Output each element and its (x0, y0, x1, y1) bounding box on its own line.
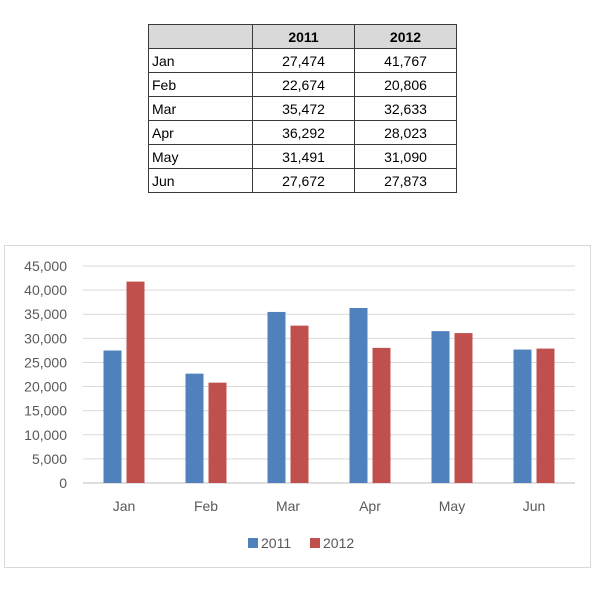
table-cell-month: Mar (148, 96, 253, 121)
bar-2011-jun (513, 349, 532, 483)
legend-label-2011: 2011 (261, 535, 291, 551)
table-cell-2012: 27,873 (354, 168, 457, 193)
x-tick-label: Feb (194, 498, 218, 514)
table-cell-2011: 36,292 (252, 120, 355, 145)
table-cell-2011: 31,491 (252, 144, 355, 169)
bar-2012-mar (290, 325, 309, 483)
table-cell-2012: 41,767 (354, 48, 457, 73)
table-header-row: 2011 2012 (148, 24, 457, 49)
table-header-2012: 2012 (354, 24, 457, 49)
table-cell-2011: 35,472 (252, 96, 355, 121)
data-table: 2011 2012 Jan 27,474 41,767 Feb 22,674 2… (148, 24, 457, 193)
table-cell-2012: 20,806 (354, 72, 457, 97)
y-tick-label: 25,000 (24, 354, 67, 370)
y-tick-label: 30,000 (24, 330, 67, 346)
table-cell-2011: 22,674 (252, 72, 355, 97)
table-cell-month: Apr (148, 120, 253, 145)
table-row: Mar 35,472 32,633 (148, 96, 457, 121)
table-cell-2011: 27,672 (252, 168, 355, 193)
y-tick-label: 45,000 (24, 258, 67, 274)
table-header-2011: 2011 (252, 24, 355, 49)
legend-swatch-2011 (248, 538, 258, 548)
y-tick-label: 40,000 (24, 282, 67, 298)
bar-2012-jan (126, 281, 145, 483)
legend-label-2012: 2012 (323, 535, 354, 551)
x-tick-label: Jun (523, 498, 546, 514)
table-row: Feb 22,674 20,806 (148, 72, 457, 97)
table-row: Jan 27,474 41,767 (148, 48, 457, 73)
table-cell-month: Feb (148, 72, 253, 97)
table-cell-2012: 28,023 (354, 120, 457, 145)
table-cell-month: May (148, 144, 253, 169)
x-tick-label: Apr (359, 498, 381, 514)
bar-2012-jun (536, 348, 555, 483)
bar-2012-may (454, 333, 473, 483)
legend-swatch-2012 (310, 538, 320, 548)
bar-2011-jan (103, 350, 122, 483)
table-row: Jun 27,672 27,873 (148, 168, 457, 193)
bar-2011-apr (349, 307, 368, 483)
table-header-month (148, 24, 253, 49)
bar-2011-feb (185, 373, 204, 483)
bar-2011-mar (267, 311, 286, 483)
y-tick-label: 0 (59, 475, 67, 491)
table-cell-2012: 32,633 (354, 96, 457, 121)
table-row: May 31,491 31,090 (148, 144, 457, 169)
bar-2012-feb (208, 382, 227, 483)
x-tick-label: Mar (276, 498, 300, 514)
y-tick-label: 10,000 (24, 427, 67, 443)
y-tick-label: 20,000 (24, 379, 67, 395)
x-tick-label: May (439, 498, 465, 514)
y-tick-label: 35,000 (24, 306, 67, 322)
y-tick-label: 5,000 (32, 451, 67, 467)
bar-2011-may (431, 331, 450, 483)
table-cell-2011: 27,474 (252, 48, 355, 73)
bar-chart: 0 5,000 10,000 15,000 20,000 25,000 30,000 35,0… (24, 258, 575, 551)
y-tick-label: 15,000 (24, 403, 67, 419)
table-cell-month: Jan (148, 48, 253, 73)
table-cell-2012: 31,090 (354, 144, 457, 169)
table-row: Apr 36,292 28,023 (148, 120, 457, 145)
chart-frame: 0 5,000 10,000 15,000 20,000 25,000 30,000 35,0… (4, 245, 591, 568)
table-cell-month: Jun (148, 168, 253, 193)
bar-2012-apr (372, 347, 391, 483)
x-tick-label: Jan (113, 498, 136, 514)
